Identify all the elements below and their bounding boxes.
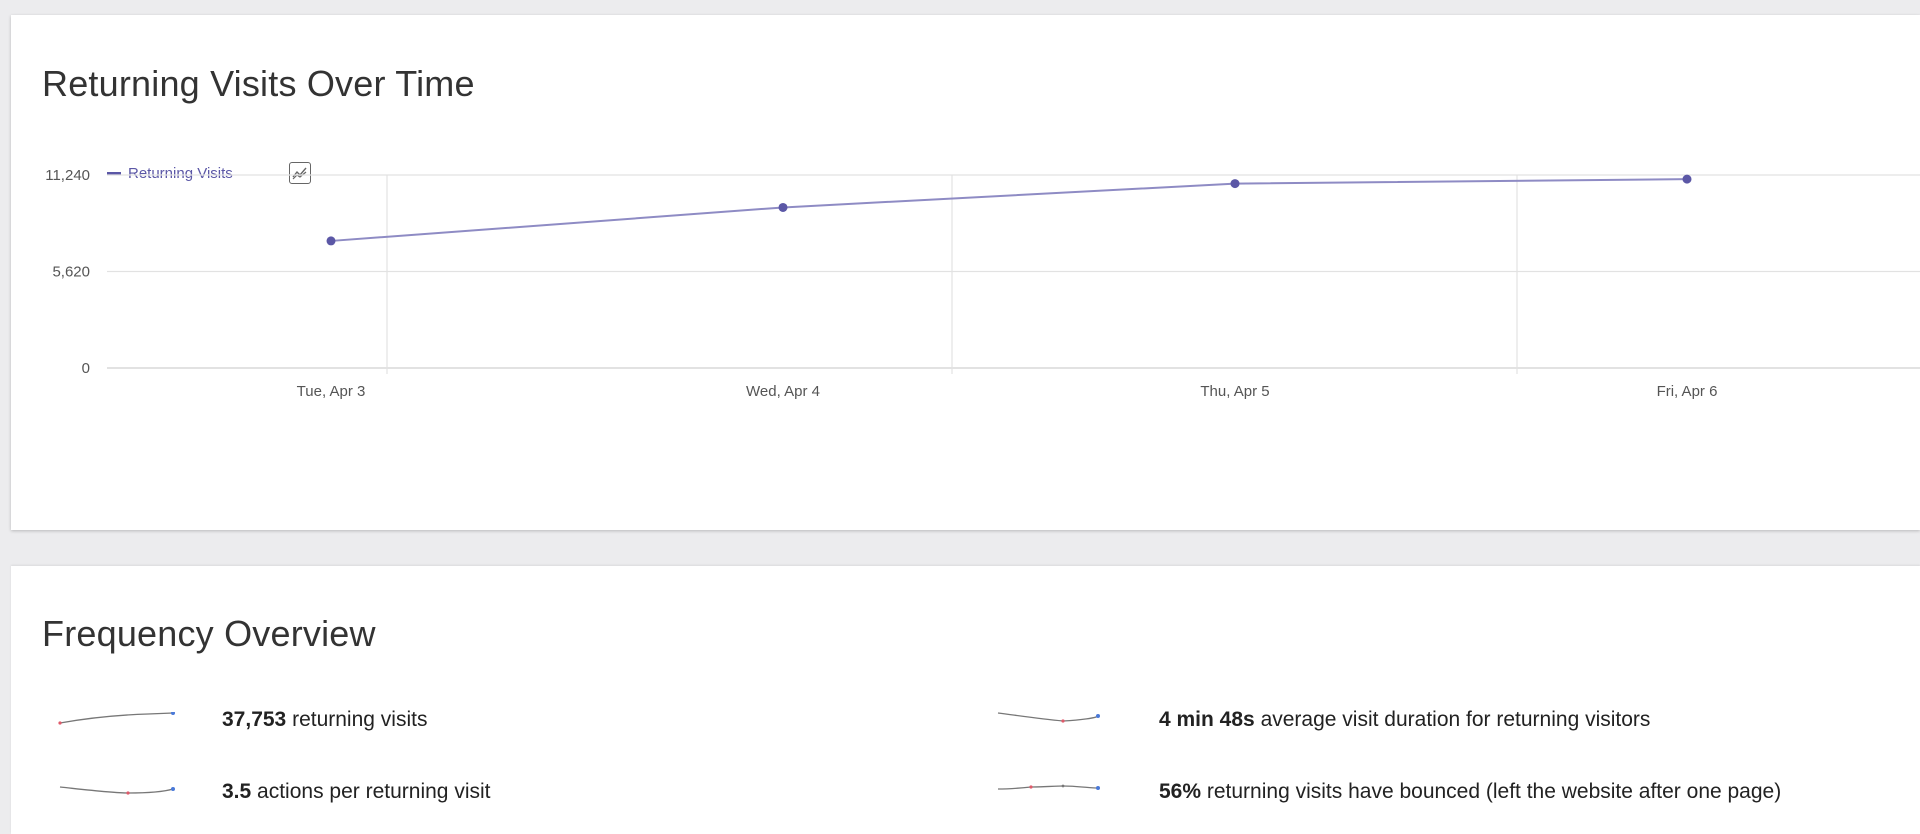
legend-item-returning-visits[interactable]: Returning Visits	[128, 165, 233, 182]
data-point[interactable]	[1682, 174, 1692, 184]
metric-value: 56%	[1159, 780, 1202, 803]
sparkline-icon[interactable]	[58, 712, 178, 728]
y-tick-label: 11,240	[45, 167, 90, 184]
legend-swatch	[107, 172, 121, 175]
x-tick-label: Fri, Apr 6	[1657, 383, 1718, 400]
metric-label: actions per returning visit	[257, 780, 491, 803]
x-tick-label: Wed, Apr 4	[746, 383, 820, 400]
frequency-title: Frequency Overview	[42, 613, 376, 654]
data-point[interactable]	[1230, 179, 1240, 189]
metric-value: 3.5	[222, 780, 252, 803]
metric-value: 37,753	[222, 708, 287, 731]
y-tick-label: 0	[82, 360, 90, 377]
sparkline-icon[interactable]	[996, 712, 1116, 728]
metric-label: average visit duration for returning vis…	[1260, 708, 1651, 731]
series-line-returning-visits	[330, 178, 1688, 242]
data-point[interactable]	[778, 202, 788, 212]
returning-visits-card: Returning Visits Over Time Returning Vis…	[11, 15, 1920, 530]
x-tick-label: Tue, Apr 3	[297, 383, 366, 400]
metric-value: 4 min 48s	[1159, 708, 1255, 731]
sparkline-icon[interactable]	[58, 784, 178, 800]
frequency-overview-card: Frequency Overview 37,753 returning visi…	[11, 566, 1920, 834]
metric-label: returning visits have bounced (left the …	[1206, 780, 1782, 803]
data-point[interactable]	[326, 236, 336, 246]
x-tick-label: Thu, Apr 5	[1200, 383, 1269, 400]
chart-title: Returning Visits Over Time	[42, 63, 475, 104]
metric-label: returning visits	[292, 708, 428, 731]
sparkline-icon[interactable]	[996, 784, 1116, 800]
y-tick-label: 5,620	[52, 264, 90, 281]
chart-legend: Returning Visits	[107, 165, 233, 182]
returning-visits-chart: 0 5,620 11,240 Tue, Apr 3 Wed, Apr 4 Thu, Ap…	[45, 167, 1920, 400]
